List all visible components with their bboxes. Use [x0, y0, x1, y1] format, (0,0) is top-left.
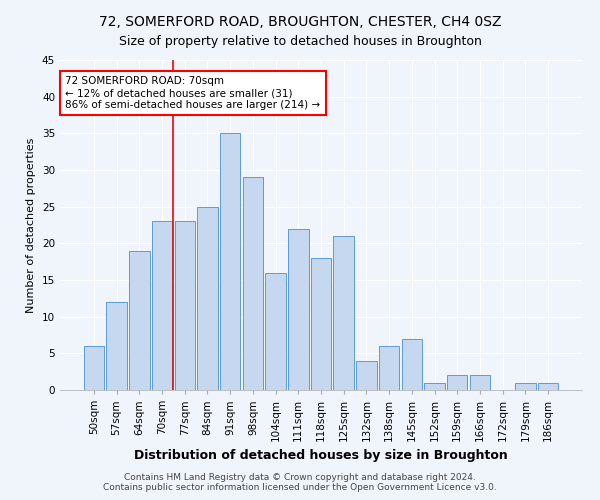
X-axis label: Distribution of detached houses by size in Broughton: Distribution of detached houses by size … — [134, 450, 508, 462]
Text: Contains HM Land Registry data © Crown copyright and database right 2024.
Contai: Contains HM Land Registry data © Crown c… — [103, 473, 497, 492]
Bar — [356, 360, 377, 390]
Bar — [311, 258, 331, 390]
Bar — [538, 382, 558, 390]
Bar — [175, 222, 195, 390]
Text: 72 SOMERFORD ROAD: 70sqm
← 12% of detached houses are smaller (31)
86% of semi-d: 72 SOMERFORD ROAD: 70sqm ← 12% of detach… — [65, 76, 320, 110]
Bar — [334, 236, 354, 390]
Bar — [470, 376, 490, 390]
Bar — [401, 338, 422, 390]
Text: 72, SOMERFORD ROAD, BROUGHTON, CHESTER, CH4 0SZ: 72, SOMERFORD ROAD, BROUGHTON, CHESTER, … — [99, 15, 501, 29]
Text: Size of property relative to detached houses in Broughton: Size of property relative to detached ho… — [119, 35, 481, 48]
Bar — [265, 272, 286, 390]
Bar — [288, 228, 308, 390]
Bar — [129, 250, 149, 390]
Bar — [84, 346, 104, 390]
Bar — [152, 222, 172, 390]
Bar — [197, 206, 218, 390]
Bar — [515, 382, 536, 390]
Bar — [220, 134, 241, 390]
Bar — [106, 302, 127, 390]
Bar — [242, 178, 263, 390]
Bar — [379, 346, 400, 390]
Y-axis label: Number of detached properties: Number of detached properties — [26, 138, 37, 312]
Bar — [424, 382, 445, 390]
Bar — [447, 376, 467, 390]
